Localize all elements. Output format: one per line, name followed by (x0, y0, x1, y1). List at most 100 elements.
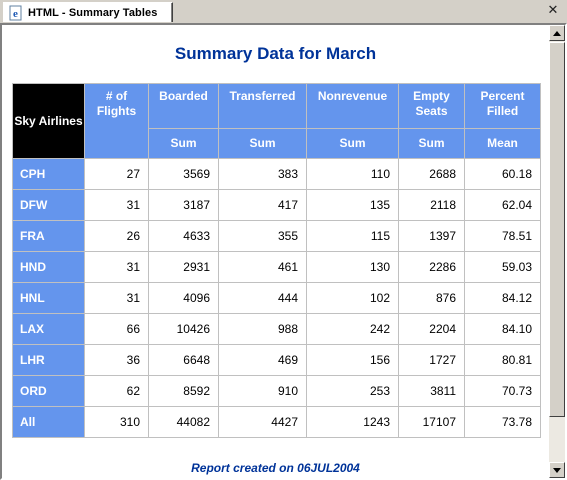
table-cell: 4633 (148, 220, 219, 252)
row-header: CPH (12, 158, 85, 190)
corner-header: Sky Airlines (12, 83, 85, 159)
row-header: LAX (12, 313, 85, 345)
table-cell: 2118 (398, 189, 465, 221)
table-cell: 417 (218, 189, 307, 221)
table-cell: 461 (218, 251, 307, 283)
scroll-up-button[interactable] (549, 25, 565, 41)
row-header: HNL (12, 282, 85, 314)
arrow-down-icon (553, 467, 561, 473)
table-cell: 70.73 (464, 375, 541, 407)
table-cell: 26 (84, 220, 149, 252)
table-cell: 910 (218, 375, 307, 407)
table-row: DFW 31 3187 417 135 2118 62.04 (12, 189, 541, 221)
scroll-thumb[interactable] (549, 42, 565, 417)
table-cell: 4427 (218, 406, 307, 438)
table-cell: 2286 (398, 251, 465, 283)
table-cell: 84.10 (464, 313, 541, 345)
vertical-scrollbar[interactable] (549, 25, 565, 478)
table-cell: 876 (398, 282, 465, 314)
table-cell: 4096 (148, 282, 219, 314)
table-cell: 31 (84, 189, 149, 221)
table-cell: 1727 (398, 344, 465, 376)
table-cell: 6648 (148, 344, 219, 376)
table-row: LHR 36 6648 469 156 1727 80.81 (12, 344, 541, 376)
table-cell: 31 (84, 251, 149, 283)
table-cell: 59.03 (464, 251, 541, 283)
column-header: Boarded (148, 83, 219, 129)
table-cell: 2931 (148, 251, 219, 283)
table-cell: 469 (218, 344, 307, 376)
row-header: DFW (12, 189, 85, 221)
document-body: Summary Data for March Sky Airlines # of… (2, 25, 549, 478)
table-cell: 60.18 (464, 158, 541, 190)
close-icon[interactable]: ✕ (547, 3, 559, 18)
table-cell: 383 (218, 158, 307, 190)
table-row: LAX 66 10426 988 242 2204 84.10 (12, 313, 541, 345)
table-row: HNL 31 4096 444 102 876 84.12 (12, 282, 541, 314)
table-cell: 44082 (148, 406, 219, 438)
table-cell: 2204 (398, 313, 465, 345)
arrow-up-icon (553, 30, 561, 36)
table-cell: 110 (306, 158, 399, 190)
column-header: # of Flights (84, 83, 149, 159)
table-cell: 988 (218, 313, 307, 345)
statistic-header: Sum (398, 128, 465, 159)
statistic-header: Sum (306, 128, 399, 159)
table-cell: 135 (306, 189, 399, 221)
table-row: All 310 44082 4427 1243 17107 73.78 (12, 406, 541, 438)
table-cell: 36 (84, 344, 149, 376)
table-row: CPH 27 3569 383 110 2688 60.18 (12, 158, 541, 190)
table-cell: 242 (306, 313, 399, 345)
header-row: Sky Airlines # of Flights Boarded Transf… (12, 83, 541, 159)
table-row: FRA 26 4633 355 115 1397 78.51 (12, 220, 541, 252)
column-header: Nonrevenue (306, 83, 399, 129)
tab-label: HTML - Summary Tables (28, 6, 158, 19)
table-cell: 310 (84, 406, 149, 438)
tab-strip: e HTML - Summary Tables ✕ (0, 0, 567, 23)
table-cell: 130 (306, 251, 399, 283)
table-cell: 1243 (306, 406, 399, 438)
table-cell: 62 (84, 375, 149, 407)
row-header: All (12, 406, 85, 438)
table-row: ORD 62 8592 910 253 3811 70.73 (12, 375, 541, 407)
table-cell: 2688 (398, 158, 465, 190)
statistic-header: Mean (464, 128, 541, 159)
table-cell: 78.51 (464, 220, 541, 252)
row-header: HND (12, 251, 85, 283)
table-cell: 115 (306, 220, 399, 252)
report-title: Summary Data for March (174, 44, 377, 63)
statistic-header: Sum (218, 128, 307, 159)
table-cell: 444 (218, 282, 307, 314)
svg-text:e: e (13, 8, 18, 20)
column-header: Percent Filled (464, 83, 541, 129)
table-cell: 17107 (398, 406, 465, 438)
table-cell: 1397 (398, 220, 465, 252)
row-header: ORD (12, 375, 85, 407)
table-cell: 10426 (148, 313, 219, 345)
column-header: Transferred (218, 83, 307, 129)
table-cell: 253 (306, 375, 399, 407)
ie-page-icon: e (8, 5, 24, 21)
table-cell: 27 (84, 158, 149, 190)
statistic-row: Sum Sum Sum Sum Mean (13, 128, 541, 159)
table-cell: 31 (84, 282, 149, 314)
table-cell: 3187 (148, 189, 219, 221)
statistic-header: Sum (148, 128, 219, 159)
summary-table: Sky Airlines # of Flights Boarded Transf… (12, 83, 541, 438)
table-cell: 8592 (148, 375, 219, 407)
row-header: LHR (12, 344, 85, 376)
scroll-down-button[interactable] (549, 462, 565, 478)
table-cell: 73.78 (464, 406, 541, 438)
row-header: FRA (12, 220, 85, 252)
table-body: CPH 27 3569 383 110 2688 60.18 DFW 31 3187 417 135 2… (12, 158, 541, 438)
tab-html-summary-tables[interactable]: e HTML - Summary Tables (3, 2, 173, 22)
document-viewport: Summary Data for March Sky Airlines # of… (0, 23, 567, 480)
column-header: Empty Seats (398, 83, 465, 129)
table-cell: 66 (84, 313, 149, 345)
table-cell: 80.81 (464, 344, 541, 376)
table-cell: 156 (306, 344, 399, 376)
table-cell: 3569 (148, 158, 219, 190)
report-footer: Report created on 06JUL2004 (191, 461, 360, 475)
table-cell: 355 (218, 220, 307, 252)
table-cell: 3811 (398, 375, 465, 407)
